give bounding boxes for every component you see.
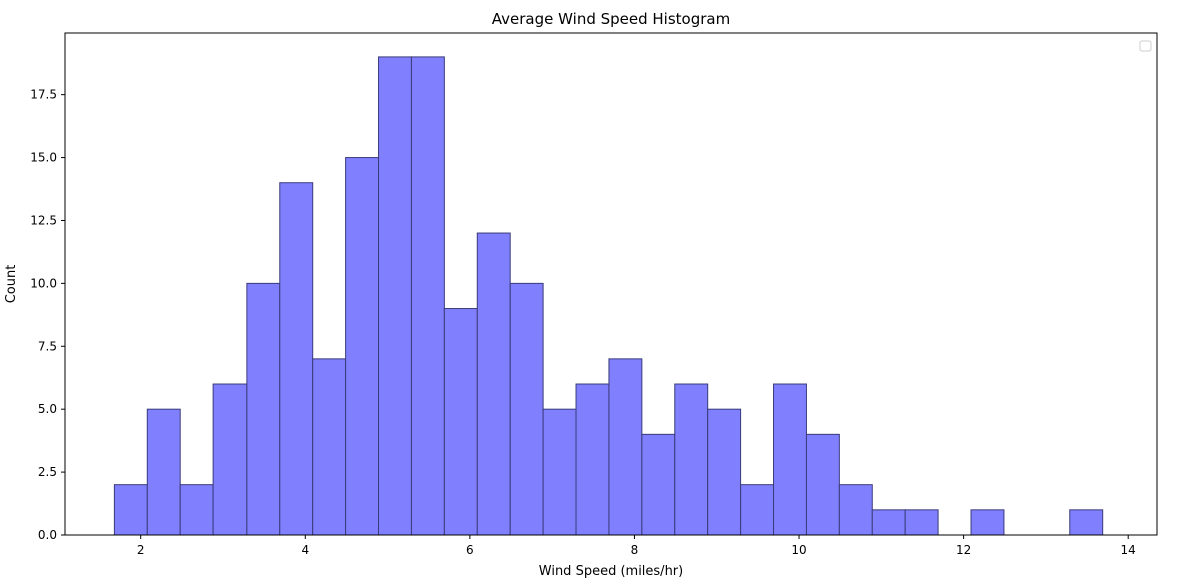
histogram-bar (509, 282, 544, 536)
histogram-bar (443, 308, 478, 536)
plot-frame (64, 32, 1158, 536)
x-tick-label: 12 (956, 543, 971, 557)
y-axis-ticks: 0.0 2.5 5.0 7.5 10.0 12.5 15.0 17.5 (30, 88, 65, 542)
histogram-bar (345, 157, 380, 536)
histogram-bar (179, 484, 214, 536)
histogram-bar (312, 358, 347, 536)
y-tick-label: 5.0 (38, 402, 57, 416)
x-tick-label: 6 (466, 543, 474, 557)
histogram-bar (113, 484, 148, 536)
histogram-bar (970, 509, 1005, 536)
y-tick-label: 17.5 (30, 88, 57, 102)
x-axis-label: Wind Speed (miles/hr) (539, 564, 683, 579)
x-tick-label: 2 (137, 543, 145, 557)
histogram-bar (641, 433, 676, 536)
histogram-bar (212, 383, 248, 536)
histogram-bar (674, 383, 709, 536)
y-tick-label: 0.0 (38, 528, 57, 542)
y-tick-label: 15.0 (30, 151, 57, 165)
x-tick-label: 14 (1121, 543, 1136, 557)
histogram-bar (838, 484, 873, 536)
histogram-bar (246, 282, 281, 536)
x-tick-label: 8 (631, 543, 639, 557)
bars-group (113, 56, 1104, 536)
histogram-bar (805, 433, 840, 536)
histogram-bar (575, 383, 610, 536)
x-axis-ticks: 2 4 6 8 10 12 14 (137, 535, 1136, 557)
histogram-bar (146, 408, 181, 536)
y-tick-label: 10.0 (30, 276, 57, 290)
histogram-bar (871, 509, 906, 536)
histogram-bar (378, 56, 412, 536)
histogram-bar (476, 232, 511, 536)
histogram-bar (1069, 509, 1104, 536)
x-tick-label: 4 (301, 543, 309, 557)
histogram-bar (773, 383, 807, 536)
y-tick-label: 12.5 (30, 213, 57, 227)
histogram-bar (904, 509, 939, 536)
y-tick-label: 2.5 (38, 465, 57, 479)
histogram-bar (542, 408, 577, 536)
histogram-bar (608, 358, 643, 536)
y-axis-label: Count (4, 265, 19, 304)
histogram-bar (279, 182, 314, 536)
chart-title: Average Wind Speed Histogram (492, 10, 730, 28)
histogram-bar (740, 484, 775, 536)
x-tick-label: 10 (791, 543, 806, 557)
legend-box (1139, 40, 1152, 52)
histogram-bar (410, 56, 445, 536)
y-tick-label: 7.5 (38, 339, 57, 353)
histogram-bar (707, 408, 742, 536)
